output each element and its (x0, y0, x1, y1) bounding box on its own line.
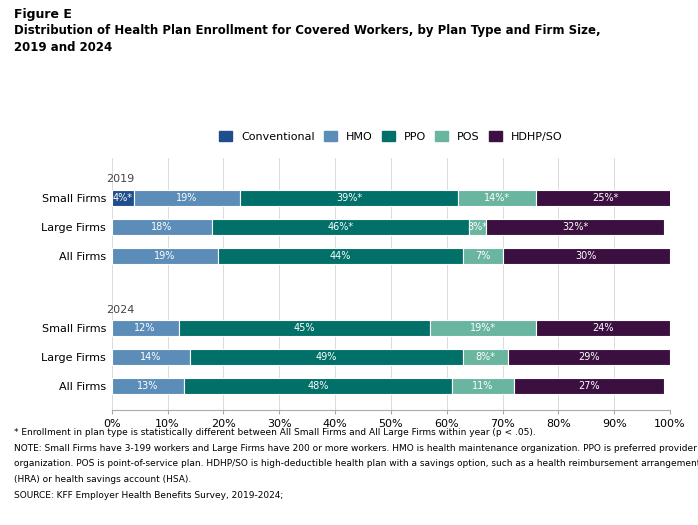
Text: 24%: 24% (593, 323, 614, 333)
Bar (212, 219, 469, 235)
Bar (458, 190, 536, 206)
Bar (179, 320, 430, 337)
Text: 19%*: 19%* (470, 323, 496, 333)
Text: organization. POS is point-of-service plan. HDHP/SO is high-deductible health pl: organization. POS is point-of-service pl… (14, 459, 698, 468)
Text: 13%: 13% (138, 381, 158, 391)
Legend: Conventional, HMO, PPO, POS, HDHP/SO: Conventional, HMO, PPO, POS, HDHP/SO (219, 131, 563, 142)
Bar (452, 379, 514, 394)
Text: * Enrollment in plan type is statistically different between All Small Firms and: * Enrollment in plan type is statistical… (14, 428, 535, 437)
Text: 27%: 27% (579, 381, 600, 391)
Text: 30%: 30% (576, 251, 597, 261)
Bar (463, 248, 503, 264)
Bar (112, 350, 190, 365)
Text: 19%: 19% (154, 251, 175, 261)
Text: 8%*: 8%* (476, 352, 496, 362)
Text: 49%: 49% (316, 352, 337, 362)
Bar (112, 248, 218, 264)
Bar (536, 190, 676, 206)
Text: 44%: 44% (330, 251, 351, 261)
Text: NOTE: Small Firms have 3-199 workers and Large Firms have 200 or more workers. H: NOTE: Small Firms have 3-199 workers and… (14, 444, 697, 453)
Bar (134, 190, 240, 206)
Bar (190, 350, 463, 365)
Text: 18%: 18% (151, 222, 172, 232)
Text: 19%: 19% (177, 193, 198, 203)
Text: 46%*: 46%* (327, 222, 354, 232)
Text: 45%: 45% (294, 323, 315, 333)
Bar (112, 379, 184, 394)
Text: SOURCE: KFF Employer Health Benefits Survey, 2019-2024;: SOURCE: KFF Employer Health Benefits Sur… (14, 491, 283, 500)
Bar (503, 248, 670, 264)
Text: 12%: 12% (135, 323, 156, 333)
Bar (430, 320, 536, 337)
Bar (112, 190, 134, 206)
Text: (HRA) or health savings account (HSA).: (HRA) or health savings account (HSA). (14, 475, 191, 484)
Bar (469, 219, 486, 235)
Text: 14%*: 14%* (484, 193, 510, 203)
Bar (508, 350, 670, 365)
Text: 48%: 48% (308, 381, 329, 391)
Bar (112, 219, 212, 235)
Bar (112, 320, 179, 337)
Bar (463, 350, 508, 365)
Text: 4%*: 4%* (113, 193, 133, 203)
Bar (218, 248, 463, 264)
Text: 14%: 14% (140, 352, 161, 362)
Text: 11%: 11% (473, 381, 493, 391)
Text: 2019: 2019 (106, 174, 134, 184)
Bar (184, 379, 452, 394)
Text: Figure E: Figure E (14, 8, 72, 21)
Text: 2019 and 2024: 2019 and 2024 (14, 41, 112, 54)
Text: 7%: 7% (475, 251, 491, 261)
Text: 29%: 29% (579, 352, 600, 362)
Text: 2024: 2024 (106, 304, 135, 314)
Text: 3%*: 3%* (468, 222, 487, 232)
Text: 39%*: 39%* (336, 193, 362, 203)
Bar (240, 190, 458, 206)
Text: Distribution of Health Plan Enrollment for Covered Workers, by Plan Type and Fir: Distribution of Health Plan Enrollment f… (14, 24, 600, 37)
Text: 25%*: 25%* (593, 193, 619, 203)
Bar (486, 219, 664, 235)
Bar (536, 320, 670, 337)
Text: 32%*: 32%* (562, 222, 588, 232)
Bar (514, 379, 664, 394)
